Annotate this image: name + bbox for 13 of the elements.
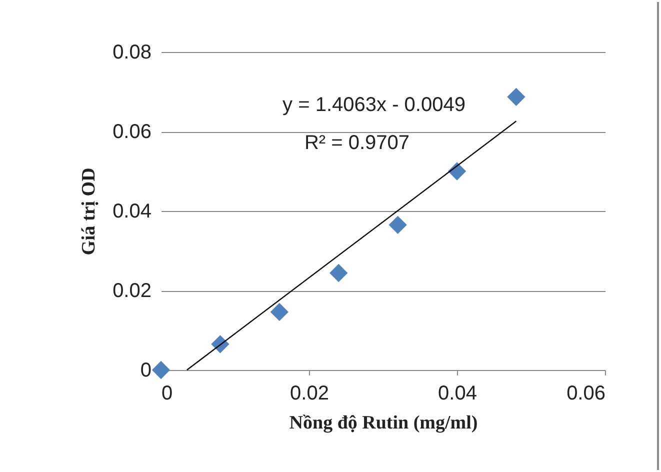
y-tick-label: 0 [140,360,152,382]
y-tick-label: 0.08 [112,42,152,64]
y-tick-label: 0.02 [112,280,152,302]
x-tick-label: 0.06 [566,382,606,404]
x-axis-title: Nồng độ Rutin (mg/ml) [289,412,478,434]
annotation: R² = 0.9707 [304,132,410,154]
x-tick-label: 0 [162,382,173,404]
y-tick-label: 0.04 [112,200,152,222]
y-tick-label: 0.06 [112,121,152,143]
y-axis-title: Giá trị OD [78,168,100,256]
x-tick-label: 0.02 [290,382,329,404]
x-tick-label: 0.04 [438,382,477,404]
annotation: y = 1.4063x - 0.0049 [282,94,466,116]
